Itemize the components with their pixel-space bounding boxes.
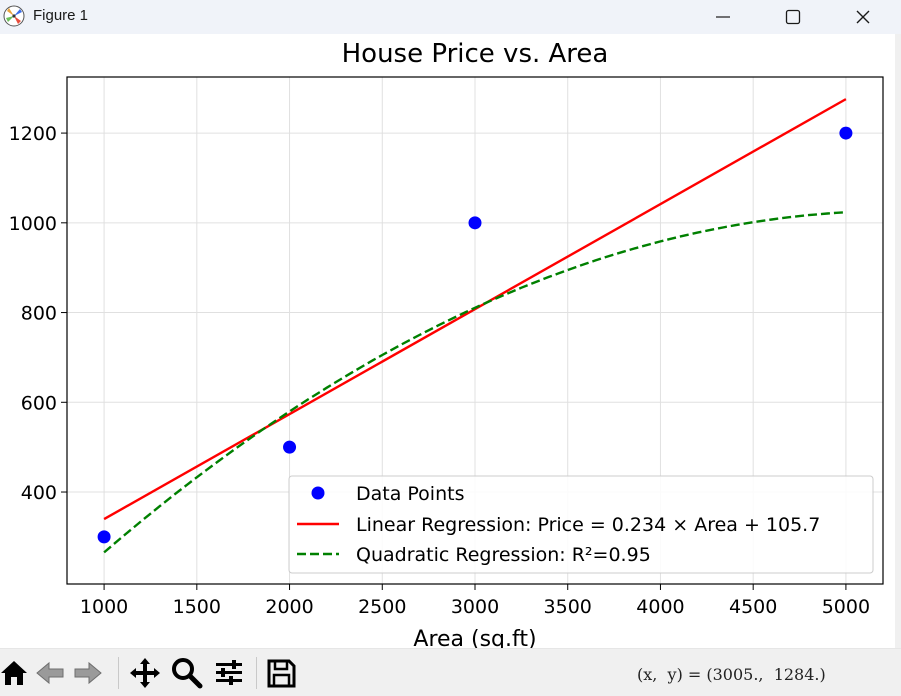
chart: 1000 1500 2000 2500 3000 3500 4000 4500 5000 400 6… <box>9 39 884 648</box>
y-tick-label: 800 <box>21 303 57 325</box>
quadratic-regression-curve <box>103 211 846 554</box>
data-point <box>468 216 482 230</box>
configure-subplots-icon <box>216 660 242 685</box>
legend: Data Points Linear Regression: Price = 0.… <box>288 475 874 574</box>
window-title: Figure 1 <box>33 7 89 24</box>
zoom-button[interactable] <box>169 655 205 691</box>
cursor-coordinates: (x, y) = (3005., 1284.) <box>637 665 826 684</box>
legend-label: Quadratic Regression: R²=0.95 <box>356 544 651 566</box>
data-point <box>97 530 111 544</box>
minimize-button[interactable] <box>688 0 758 34</box>
plot-series <box>97 98 853 554</box>
forward-button[interactable] <box>70 655 106 691</box>
matplotlib-icon <box>3 5 25 27</box>
legend-label: Linear Regression: Price = 0.234 × Area … <box>356 514 820 536</box>
home-icon <box>1 661 27 685</box>
x-tick-label: 3000 <box>451 596 499 618</box>
back-icon <box>36 661 64 685</box>
pan-icon <box>130 658 160 688</box>
axis-ticks: 1000 1500 2000 2500 3000 3500 4000 4500 5000 400 6… <box>9 123 870 618</box>
pan-button[interactable] <box>127 655 163 691</box>
data-point <box>839 126 853 140</box>
x-axis-label: Area (sq.ft) <box>413 627 536 648</box>
toolbar-separator <box>256 657 257 689</box>
x-tick-label: 1500 <box>173 596 221 618</box>
close-button[interactable] <box>828 0 898 34</box>
maximize-icon <box>785 9 801 25</box>
y-tick-label: 1200 <box>9 123 57 145</box>
x-tick-label: 2500 <box>358 596 406 618</box>
window-titlebar: Figure 1 <box>0 0 901 34</box>
x-tick-label: 2000 <box>265 596 313 618</box>
legend-box <box>288 475 874 574</box>
save-icon <box>267 659 296 688</box>
x-tick-label: 3500 <box>544 596 592 618</box>
configure-subplots-button[interactable] <box>211 655 247 691</box>
navigation-toolbar: (x, y) = (3005., 1284.) <box>0 648 901 696</box>
x-tick-label: 4000 <box>636 596 684 618</box>
x-tick-label: 1000 <box>80 596 128 618</box>
x-tick-label: 5000 <box>822 596 870 618</box>
zoom-icon <box>172 658 203 689</box>
forward-icon <box>74 661 102 685</box>
y-tick-label: 400 <box>21 482 57 504</box>
y-tick-label: 1000 <box>9 213 57 235</box>
back-button[interactable] <box>32 655 68 691</box>
y-tick-label: 600 <box>21 392 57 414</box>
data-point <box>283 440 297 454</box>
minimize-icon <box>716 16 730 18</box>
maximize-button[interactable] <box>758 0 828 34</box>
close-icon <box>856 10 870 24</box>
chart-title: House Price vs. Area <box>342 39 609 69</box>
x-tick-label: 4500 <box>729 596 777 618</box>
toolbar-separator <box>118 657 119 689</box>
save-button[interactable] <box>263 655 299 691</box>
figure-canvas[interactable]: 1000 1500 2000 2500 3000 3500 4000 4500 5000 400 6… <box>0 34 895 648</box>
window-edge <box>895 34 901 648</box>
home-button[interactable] <box>0 655 32 691</box>
legend-label: Data Points <box>356 483 464 505</box>
legend-marker-points <box>311 486 325 500</box>
